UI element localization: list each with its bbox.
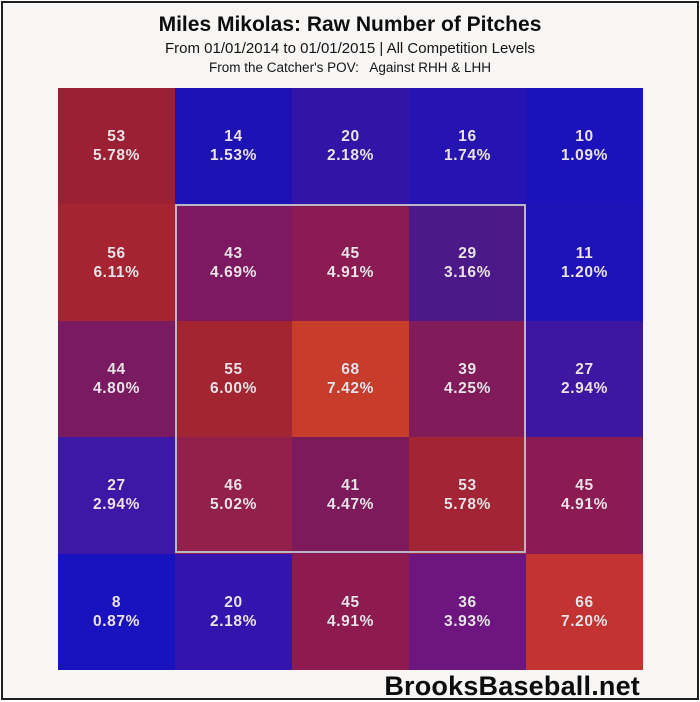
cell-count: 55 — [224, 360, 243, 378]
heatmap-cell: 10 1.09% — [526, 88, 643, 205]
cell-count: 27 — [575, 360, 594, 378]
cell-count: 27 — [107, 477, 126, 495]
heatmap-cell: 68 7.42% — [292, 320, 409, 438]
cell-percent: 5.78% — [444, 496, 491, 514]
cell-percent: 2.94% — [93, 496, 140, 514]
cell-percent: 3.93% — [444, 612, 491, 630]
cell-count: 10 — [575, 128, 594, 146]
cell-count: 41 — [341, 477, 360, 495]
heatmap-cell: 66 7.20% — [526, 553, 643, 670]
cell-count: 44 — [107, 360, 126, 378]
cell-percent: 4.25% — [444, 379, 491, 397]
heatmap-cell: 8 0.87% — [58, 553, 175, 670]
heatmap-cell: 43 4.69% — [175, 204, 292, 321]
heatmap-cell: 53 5.78% — [58, 88, 175, 205]
cell-percent: 7.42% — [327, 379, 374, 397]
cell-percent: 2.18% — [327, 147, 374, 165]
cell-count: 66 — [575, 593, 594, 611]
cell-count: 11 — [575, 244, 594, 262]
cell-count: 43 — [224, 244, 243, 262]
cell-count: 53 — [458, 477, 477, 495]
heatmap-cell: 27 2.94% — [526, 320, 643, 438]
chart-pov-line: From the Catcher's POV: Against RHH & LH… — [209, 60, 491, 75]
brand-watermark: BrooksBaseball.net — [384, 671, 640, 701]
cell-percent: 4.80% — [93, 379, 140, 397]
cell-count: 53 — [107, 128, 126, 146]
heatmap-cell: 56 6.11% — [58, 204, 175, 321]
cell-percent: 1.09% — [561, 147, 608, 165]
heatmap-cell: 53 5.78% — [409, 437, 526, 554]
cell-count: 14 — [224, 128, 243, 146]
cell-count: 56 — [107, 244, 126, 262]
heatmap-cell: 44 4.80% — [58, 320, 175, 438]
cell-percent: 4.69% — [210, 263, 257, 281]
heatmap-cell: 14 1.53% — [175, 88, 292, 205]
cell-percent: 3.16% — [444, 263, 491, 281]
heatmap-cell: 11 1.20% — [526, 204, 643, 321]
chart-header: Miles Mikolas: Raw Number of Pitches Fro… — [3, 3, 697, 75]
heatmap-cell: 36 3.93% — [409, 553, 526, 670]
heatmap-cell: 16 1.74% — [409, 88, 526, 205]
heatmap-cell: 45 4.91% — [292, 204, 409, 321]
cell-percent: 5.78% — [93, 147, 140, 165]
heatmap-cell: 55 6.00% — [175, 320, 292, 438]
cell-percent: 4.91% — [327, 263, 374, 281]
heatmap-cell: 45 4.91% — [526, 437, 643, 554]
cell-count: 45 — [341, 244, 360, 262]
heatmap-cell: 46 5.02% — [175, 437, 292, 554]
cell-percent: 7.20% — [561, 612, 608, 630]
cell-percent: 6.11% — [93, 263, 140, 281]
cell-count: 39 — [458, 360, 477, 378]
cell-percent: 1.53% — [210, 147, 257, 165]
heatmap-cell: 45 4.91% — [292, 553, 409, 670]
cell-count: 45 — [575, 477, 594, 495]
heatmap-grid: 53 5.78% 14 1.53% 20 2.18% 16 1.74% 10 1.09% 56 6.1… — [58, 88, 643, 670]
chart-title: Miles Mikolas: Raw Number of Pitches — [158, 13, 542, 36]
cell-count: 46 — [224, 477, 243, 495]
cell-count: 8 — [111, 593, 122, 611]
cell-percent: 0.87% — [93, 612, 140, 630]
cell-count: 36 — [458, 593, 477, 611]
heatmap-cell: 27 2.94% — [58, 437, 175, 554]
cell-count: 16 — [458, 128, 477, 146]
cell-percent: 2.18% — [210, 612, 257, 630]
chart-subtitle: From 01/01/2014 to 01/01/2015 | All Comp… — [165, 40, 535, 57]
heatmap-cell: 20 2.18% — [175, 553, 292, 670]
cell-count: 20 — [224, 593, 243, 611]
cell-percent: 5.02% — [210, 496, 257, 514]
heatmap-cell: 41 4.47% — [292, 437, 409, 554]
cell-percent: 1.74% — [444, 147, 491, 165]
cell-count: 20 — [341, 128, 360, 146]
cell-count: 29 — [458, 244, 477, 262]
heatmap-cell: 20 2.18% — [292, 88, 409, 205]
cell-percent: 4.47% — [327, 496, 374, 514]
heatmap-cell: 39 4.25% — [409, 320, 526, 438]
cell-count: 45 — [341, 593, 360, 611]
cell-percent: 4.91% — [327, 612, 374, 630]
heatmap-cell: 29 3.16% — [409, 204, 526, 321]
cell-count: 68 — [341, 360, 360, 378]
cell-percent: 1.20% — [561, 263, 608, 281]
cell-percent: 2.94% — [561, 379, 608, 397]
cell-percent: 4.91% — [561, 496, 608, 514]
cell-percent: 6.00% — [210, 379, 257, 397]
